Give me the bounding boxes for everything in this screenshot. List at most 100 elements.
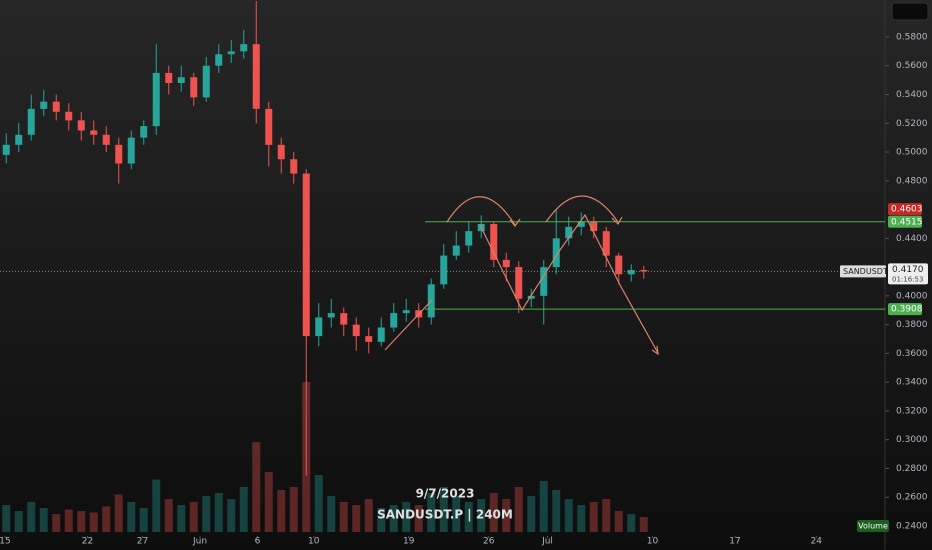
volume-bar [427, 493, 436, 532]
volume-bar [189, 502, 198, 532]
y-tick-label: 0.4400 [896, 234, 928, 244]
volume-bar [639, 517, 648, 532]
candle-body [527, 295, 535, 299]
candle-body [590, 221, 598, 232]
volume-bar [52, 514, 61, 532]
volume-bar [452, 496, 461, 532]
volume-bar [152, 479, 161, 532]
volume-bar [2, 505, 11, 532]
candle-body [490, 223, 498, 260]
candle-body [165, 72, 173, 83]
candle-body [465, 231, 473, 246]
arc [545, 195, 619, 223]
y-tick-label: 0.2800 [896, 464, 928, 474]
candle-body [615, 255, 623, 275]
candle-body [290, 159, 298, 174]
volume-bar [477, 499, 486, 532]
x-tick-label: 26 [483, 537, 495, 547]
volume-bar [89, 512, 98, 532]
volume-bar [352, 505, 361, 532]
volume-bar [389, 505, 398, 532]
volume-bar [339, 502, 348, 532]
volume-bar [227, 499, 236, 532]
price-label: 0.4170 [892, 265, 924, 275]
candle-body [140, 126, 148, 138]
candle-body [627, 269, 635, 275]
countdown: 01:16:53 [892, 275, 923, 283]
candle-body [565, 226, 573, 239]
candle-body [315, 317, 323, 337]
y-tick-label: 0.5200 [896, 119, 928, 129]
x-tick-label: 15 [0, 537, 11, 547]
volume-bar [527, 496, 536, 532]
candle-body [27, 108, 35, 135]
level-tag [888, 215, 922, 228]
volume-bar [114, 494, 123, 532]
symbol-label: SANDUSDT.P [843, 267, 894, 276]
volume-bar [377, 508, 386, 532]
volume-bar [102, 506, 111, 532]
y-tick-label: 0.3000 [896, 435, 928, 445]
candle-body [152, 72, 160, 127]
arc [446, 196, 516, 226]
candle-body [65, 111, 73, 121]
volume-bar [277, 490, 286, 532]
candle-body [90, 130, 98, 135]
volume-bar [77, 511, 86, 532]
volume-bar [627, 514, 636, 532]
volume-bar [202, 496, 211, 532]
volume-bar [439, 487, 448, 532]
candle-body [365, 336, 373, 342]
symbol-tag [840, 265, 886, 278]
candle-body [440, 255, 448, 285]
volume-bar [177, 505, 186, 532]
volume-label: Volume [858, 522, 888, 531]
volume-bar [64, 509, 73, 532]
level-label: 0.4515 [891, 217, 923, 227]
candle-body [277, 144, 285, 160]
y-tick-label: 0.3600 [896, 349, 928, 359]
candle-body [252, 44, 260, 109]
trend-line [479, 213, 659, 354]
volume-bar [564, 499, 573, 532]
volume-bar [539, 481, 548, 532]
volume-bar [577, 505, 586, 532]
y-tick-label: 0.3200 [896, 406, 928, 416]
x-tick-label: 19 [403, 537, 415, 547]
y-tick-label: 0.5000 [896, 148, 928, 158]
candle-body [515, 267, 523, 299]
volume-bar [264, 472, 273, 532]
volume-bar [214, 493, 223, 532]
candle-body [102, 134, 110, 145]
volume-bar [464, 502, 473, 532]
volume-bar [39, 508, 48, 532]
y-tick-label: 0.2400 [896, 521, 928, 531]
drawings [384, 195, 659, 356]
candle-body [640, 269, 648, 272]
volume-bar [502, 499, 511, 532]
watermark: 9/7/2023 [416, 487, 475, 501]
y-tick-label: 0.3400 [896, 378, 928, 388]
marker-label: 0.4603 [891, 205, 923, 215]
candle-body [202, 65, 210, 98]
y-tick-label: 0.5400 [896, 90, 928, 100]
candle-body [540, 267, 548, 296]
candle-body [390, 313, 398, 328]
volume-bar [27, 502, 36, 532]
y-tick-label: 0.4000 [896, 291, 928, 301]
menu-button[interactable] [891, 2, 929, 21]
volume-bar [614, 511, 623, 532]
x-tick-label: 10 [308, 537, 320, 547]
candle-body [2, 144, 10, 155]
volume-bar [127, 502, 136, 532]
arrow-head [651, 345, 659, 356]
volume-bar [364, 499, 373, 532]
marker-tag [888, 203, 922, 216]
candle-body [190, 77, 198, 98]
volume-bar [489, 493, 498, 532]
volume-tag [857, 520, 889, 532]
x-tick-label: 6 [255, 537, 261, 547]
candle-body [227, 51, 235, 55]
candle-body [115, 144, 123, 164]
